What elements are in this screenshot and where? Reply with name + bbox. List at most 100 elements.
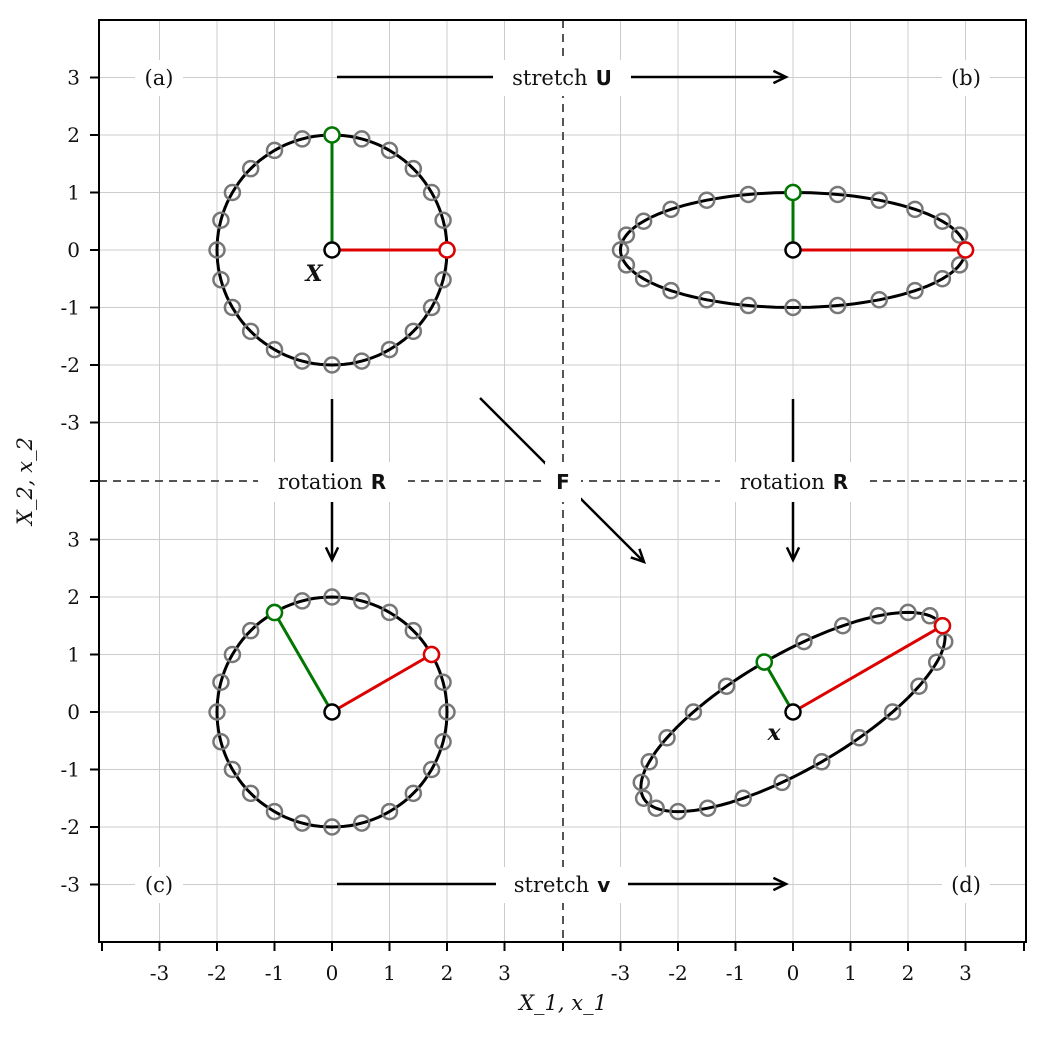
material-point-marker [834,617,852,635]
material-point-marker [380,802,399,821]
rotation-right-arrow-head [785,546,801,563]
x-axis-title: X_1, x_1 [517,991,607,1015]
panel-a-label: (a) [145,66,174,90]
x-tick-label: -2 [668,961,687,985]
x-tick-label: 3 [959,961,972,985]
material-point-marker [906,281,924,300]
panel-d-origin-point [784,703,802,721]
panel-c-vector-1-tip [422,645,441,664]
material-point-marker [850,729,869,747]
material-point-marker [323,356,341,374]
panel-a-origin-point [323,241,341,259]
material-point-marker [662,200,680,219]
material-point-marker [828,296,847,315]
stretch-v-arrow-head [772,876,789,892]
x-tick-label: 2 [902,961,915,985]
material-point-marker [293,592,311,610]
material-point-marker [223,298,242,317]
material-point-marker [434,211,452,229]
material-point-marker [698,799,717,817]
y-tick-label: -2 [61,353,80,377]
panel-c-label: (c) [145,873,173,897]
y-axis-title: X_2, x_2 [13,437,37,527]
panel-a-shape [208,126,456,374]
y-tick-label: 1 [67,643,80,667]
stretch-u-label-bg [493,60,631,96]
shapes [208,126,975,836]
rotation-left-symbol: R [371,470,386,494]
rotation-right-text: rotation [740,470,825,494]
material-point-marker [869,607,888,625]
plot-frame [98,19,1027,943]
material-point-marker [353,130,371,148]
panel-d-vector-1-tip [933,617,952,635]
panel-b-label-bg [942,60,990,96]
panel-d-vector-1 [792,624,944,714]
material-point-marker [634,789,653,807]
material-point-marker [422,183,441,202]
rotation-left-arrow-head [324,546,340,563]
material-point-marker [265,141,284,160]
material-point-marker [293,130,311,148]
rotation-right-symbol: R [833,470,848,494]
material-point-marker [380,340,399,359]
panel-b-vector-1-tip [956,241,975,259]
material-point-marker [910,677,928,695]
reference-point-label: X [303,261,323,287]
material-point-marker [212,211,230,229]
material-point-marker [906,200,924,219]
material-point-marker [208,241,226,259]
material-point-marker [434,271,452,289]
panel-c-vector-1 [331,653,433,714]
panel-d-shape [632,603,954,821]
y-tick-label: 0 [67,238,80,262]
material-point-marker [899,603,917,622]
panel-d-label-bg [942,867,990,903]
material-point-marker [739,185,758,204]
material-point-marker [870,191,888,209]
material-point-marker [241,784,260,803]
material-point-marker [933,212,952,230]
panel-c-origin-point [323,703,341,721]
stretch-v-label-bg [496,867,628,903]
stretch-u-symbol: U [596,66,612,90]
panel-c-outline [215,595,449,829]
x-tick-label: 0 [326,961,339,985]
y-tick-label: -1 [61,296,80,320]
stretch-u-label: stretch U [512,66,612,90]
material-point-marker [293,352,311,370]
material-point-marker [241,322,260,341]
material-point-marker [404,322,423,341]
material-point-marker [223,183,242,202]
material-point-marker [223,760,242,779]
material-point-marker [404,621,423,640]
material-point-marker [353,814,371,832]
material-point-marker [241,621,260,640]
panel-b-vector-2-tip [784,183,802,202]
material-point-marker [208,703,226,721]
stretch-v-label: stretch v [514,873,610,897]
x-tick-label: -1 [265,961,284,985]
panel-a-label-bg [135,60,183,96]
panel-c-shape [208,588,456,836]
y-tick-label: 0 [67,700,80,724]
material-point-marker [813,753,831,771]
material-point-marker [640,753,658,771]
panel-b-shape [611,183,975,317]
material-point-marker [950,226,969,244]
rotation-left-label: rotation R [278,470,386,494]
material-point-marker [933,270,952,288]
material-point-marker [422,760,441,779]
y-tick-label: 1 [67,181,80,205]
material-point-marker [265,802,284,821]
material-point-marker [434,673,452,691]
material-point-marker [634,270,653,288]
material-point-marker [241,159,260,178]
material-point-marker [212,271,230,289]
y-tick-label: -2 [61,815,80,839]
material-point-marker [647,799,665,817]
panel-c-label-bg [135,867,183,903]
material-point-marker [698,191,716,209]
